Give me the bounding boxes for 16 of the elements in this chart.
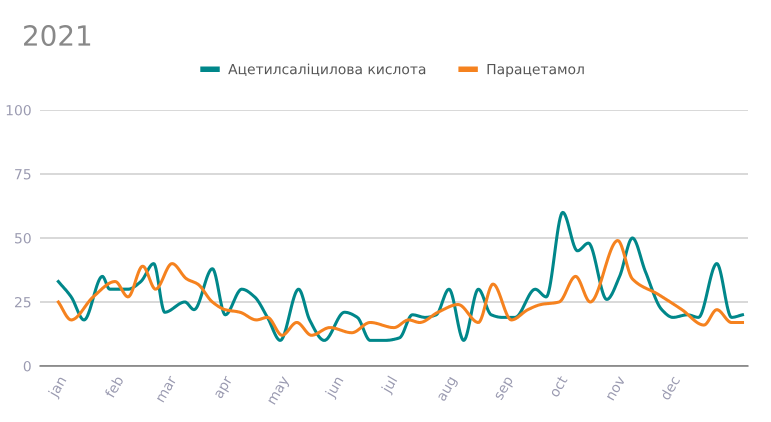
x-tick-label: sep xyxy=(494,376,516,402)
legend-label: Ацетилсаліцилова кислота xyxy=(228,64,426,76)
y-tick-label: 75 xyxy=(15,169,30,180)
y-tick-label: 0 xyxy=(24,360,31,372)
y-tick-label: 25 xyxy=(15,296,30,308)
y-tick-label: 50 xyxy=(15,232,31,244)
x-tick-label: feb xyxy=(104,374,124,399)
x-tick-label: apr xyxy=(214,376,235,400)
x-tick-label: jun xyxy=(324,375,346,400)
x-tick-label: oct xyxy=(548,375,568,398)
chart-title: 2021 xyxy=(24,25,90,46)
y-tick-label: 100 xyxy=(6,104,31,116)
legend-label: Парацетамол xyxy=(488,64,584,78)
x-tick-label: jan xyxy=(47,375,69,400)
x-tick-label: dec xyxy=(659,375,680,401)
x-tick-label: jul xyxy=(380,375,400,396)
